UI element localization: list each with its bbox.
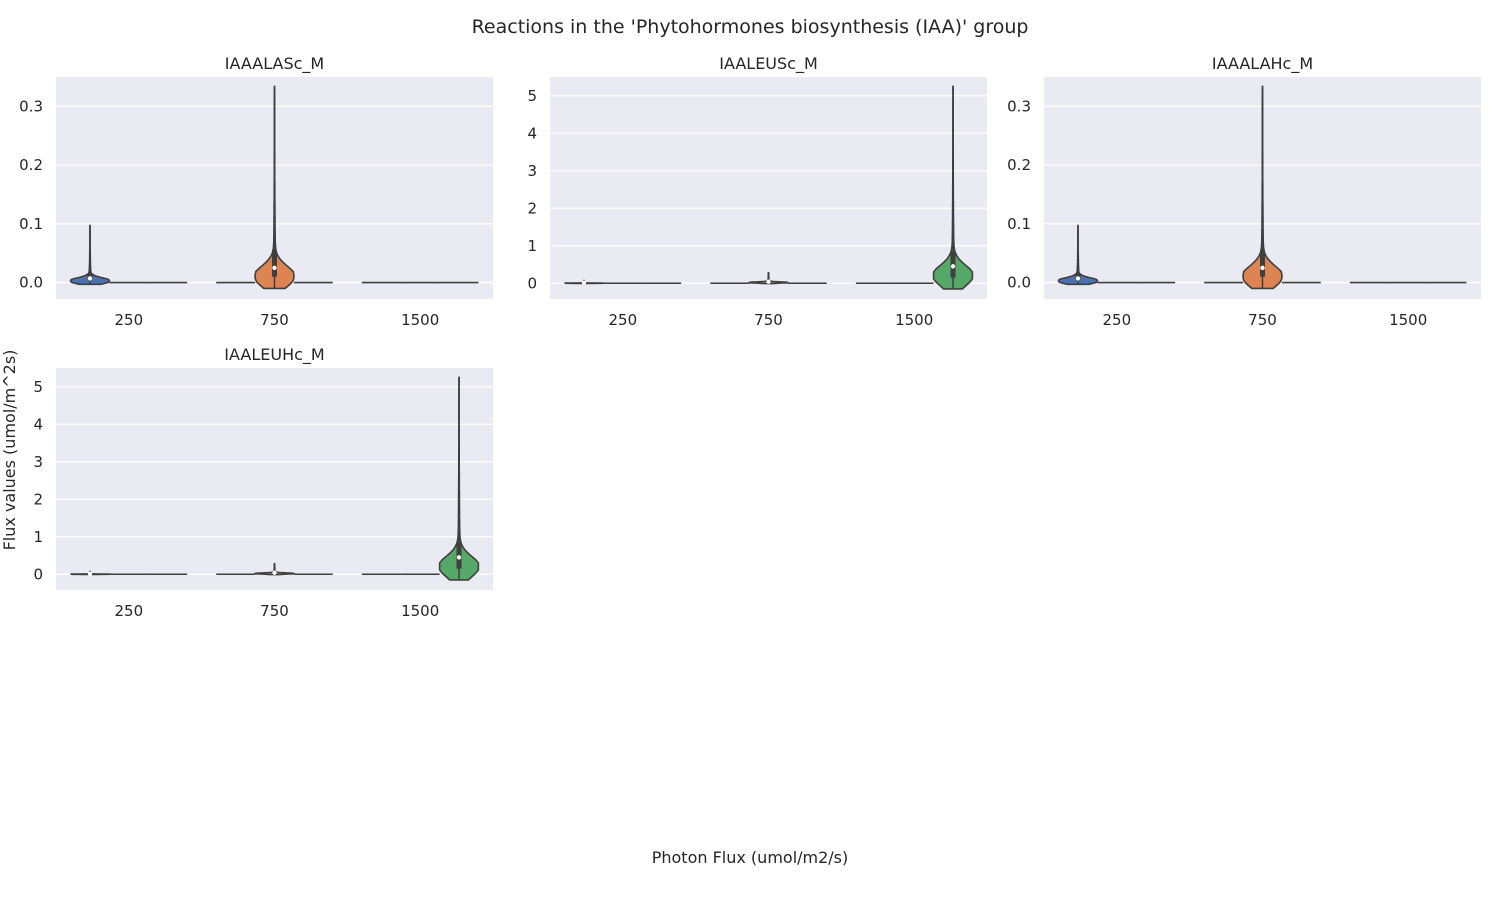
violin-median-dot — [272, 265, 277, 271]
violin-median-dot — [766, 279, 771, 284]
y-axis-label: Flux values (umol/m^2s) — [0, 350, 19, 551]
violin-iqr-box — [272, 250, 277, 277]
y-tick-label: 1 — [527, 237, 537, 255]
x-tick-label: 250 — [115, 602, 144, 620]
violin-iqr-box — [1260, 250, 1265, 277]
panel-IAALEUHc_M: 0 1 2 3 4 5 IAALEUHc_M 250 750 1500 — [33, 345, 493, 620]
violin-median-dot — [272, 570, 277, 575]
y-tick-label: 3 — [33, 453, 43, 471]
y-tick-label: 0 — [527, 274, 537, 292]
violin-median-dot — [581, 280, 587, 286]
panel-title: IAALEUHc_M — [224, 345, 324, 365]
x-tick-label: 1500 — [401, 311, 439, 329]
violin-median-dot — [87, 571, 93, 577]
y-tick-label: 3 — [527, 162, 537, 180]
y-tick-label: 0.3 — [19, 97, 43, 115]
y-tick-label: 2 — [527, 199, 537, 217]
panel-background — [550, 77, 987, 299]
x-tick-label: 750 — [754, 311, 783, 329]
violin-median-dot — [87, 276, 93, 281]
panel-IAAALASc_M: 0.0 0.1 0.2 0.3 IAAALASc_M 250 750 1500 — [19, 54, 493, 329]
violin-median-dot — [950, 264, 956, 269]
y-tick-label: 0.1 — [1007, 215, 1031, 233]
y-tick-label: 4 — [33, 415, 43, 433]
x-tick-label: 750 — [260, 311, 289, 329]
figure-title: Reactions in the 'Phytohormones biosynth… — [472, 16, 1029, 38]
y-tick-label: 5 — [33, 378, 43, 396]
x-tick-label: 1500 — [1389, 311, 1427, 329]
x-axis-label: Photon Flux (umol/m2/s) — [652, 848, 849, 867]
y-tick-label: 4 — [527, 124, 537, 142]
y-tick-label: 0.3 — [1007, 97, 1031, 115]
violin-median-dot — [1075, 276, 1081, 281]
panel-title: IAAALAHc_M — [1212, 54, 1313, 74]
x-tick-label: 250 — [115, 311, 144, 329]
panel-IAALEUSc_M: 0 1 2 3 4 5 IAALEUSc_M 250 750 1500 — [527, 54, 987, 329]
panel-background — [56, 368, 493, 590]
y-tick-label: 2 — [33, 490, 43, 508]
x-tick-label: 250 — [1103, 311, 1132, 329]
y-tick-label: 0.2 — [1007, 156, 1031, 174]
x-tick-label: 250 — [609, 311, 638, 329]
panel-title: IAALEUSc_M — [719, 54, 818, 74]
panel-IAAALAHc_M: 0.0 0.1 0.2 0.3 IAAALAHc_M 250 750 1500 — [1007, 54, 1481, 329]
y-tick-label: 1 — [33, 528, 43, 546]
y-tick-label: 0.2 — [19, 156, 43, 174]
y-tick-label: 0.0 — [19, 274, 43, 292]
y-tick-label: 0.1 — [19, 215, 43, 233]
y-tick-label: 5 — [527, 87, 537, 105]
y-tick-label: 0 — [33, 565, 43, 583]
y-tick-label: 0.0 — [1007, 274, 1031, 292]
x-tick-label: 750 — [1248, 311, 1277, 329]
violin-median-dot — [456, 555, 462, 560]
panel-title: IAAALASc_M — [225, 54, 324, 74]
x-tick-label: 1500 — [401, 602, 439, 620]
x-tick-label: 1500 — [895, 311, 933, 329]
violin-median-dot — [1260, 265, 1265, 271]
x-tick-label: 750 — [260, 602, 289, 620]
